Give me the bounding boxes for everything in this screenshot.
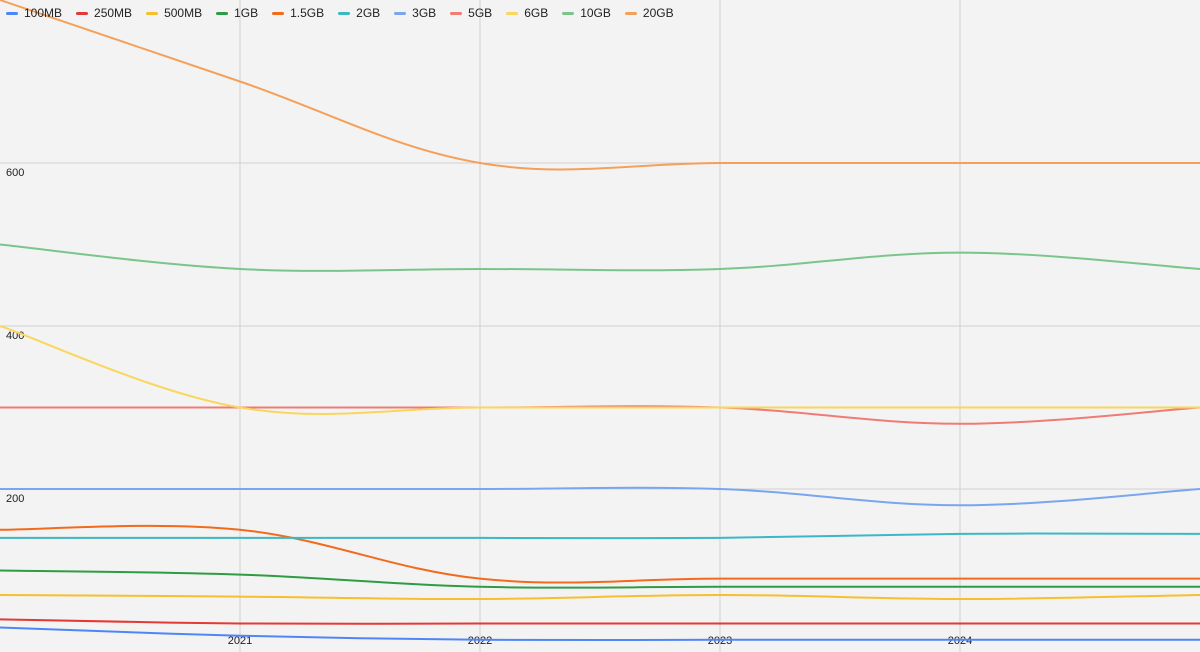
legend-label: 2GB xyxy=(356,6,381,20)
legend-item: 10GB xyxy=(562,6,611,20)
x-tick-label: 2021 xyxy=(228,635,252,647)
legend-swatch xyxy=(216,11,229,15)
legend-swatch xyxy=(272,11,285,15)
legend-label: 10GB xyxy=(580,6,611,20)
legend-label: 100MB xyxy=(24,6,63,20)
series-line-20gb xyxy=(0,0,1200,171)
legend-item: 1GB xyxy=(216,6,258,20)
legend-swatch xyxy=(146,11,159,15)
series-line-1gb xyxy=(0,569,1200,589)
legend-swatch xyxy=(76,11,89,15)
x-tick-label: 2023 xyxy=(708,635,732,647)
legend-label: 500MB xyxy=(164,6,203,20)
legend-item: 20GB xyxy=(624,6,674,20)
series-line-1-5gb xyxy=(0,524,1200,584)
legend-label: 20GB xyxy=(642,6,674,20)
legend-item: 500MB xyxy=(146,6,202,20)
legend-swatch xyxy=(6,11,18,15)
legend-label: 5GB xyxy=(468,6,493,20)
legend-item: 250MB xyxy=(76,6,132,20)
legend-item: 1.5GB xyxy=(272,6,324,20)
x-tick-label: 2022 xyxy=(468,635,492,647)
legend-swatch xyxy=(562,11,575,15)
legend-item: 6GB xyxy=(506,6,548,20)
y-tick-label: 200 xyxy=(6,493,24,505)
legend-swatch xyxy=(338,11,351,15)
series-line-6gb xyxy=(0,325,1200,416)
legend-label: 250MB xyxy=(94,6,133,20)
legend-label: 1GB xyxy=(234,6,259,20)
chart-legend: 100MB 250MB 500MB 1GB 1.5GB 2GB 3GB 5GB 6GB 10GB 2… xyxy=(6,6,674,20)
legend-swatch xyxy=(450,11,463,15)
legend-item: 100MB xyxy=(6,6,62,20)
series-line-250mb xyxy=(0,618,1200,625)
legend-swatch xyxy=(394,11,407,15)
legend-label: 6GB xyxy=(524,6,549,20)
series-line-10gb xyxy=(0,243,1200,272)
y-tick-label: 600 xyxy=(6,167,24,179)
series-line-2gb xyxy=(0,532,1200,540)
series-line-500mb xyxy=(0,593,1200,601)
legend-item: 2GB xyxy=(338,6,380,20)
series-line-100mb xyxy=(0,626,1200,642)
legend-swatch xyxy=(506,11,519,15)
legend-item: 3GB xyxy=(394,6,436,20)
x-tick-label: 2024 xyxy=(948,635,972,647)
series-line-3gb xyxy=(0,486,1200,507)
series-line-5gb xyxy=(0,405,1200,425)
legend-swatch xyxy=(624,11,637,15)
legend-item: 5GB xyxy=(450,6,492,20)
legend-label: 1.5GB xyxy=(290,6,325,20)
legend-label: 3GB xyxy=(412,6,437,20)
